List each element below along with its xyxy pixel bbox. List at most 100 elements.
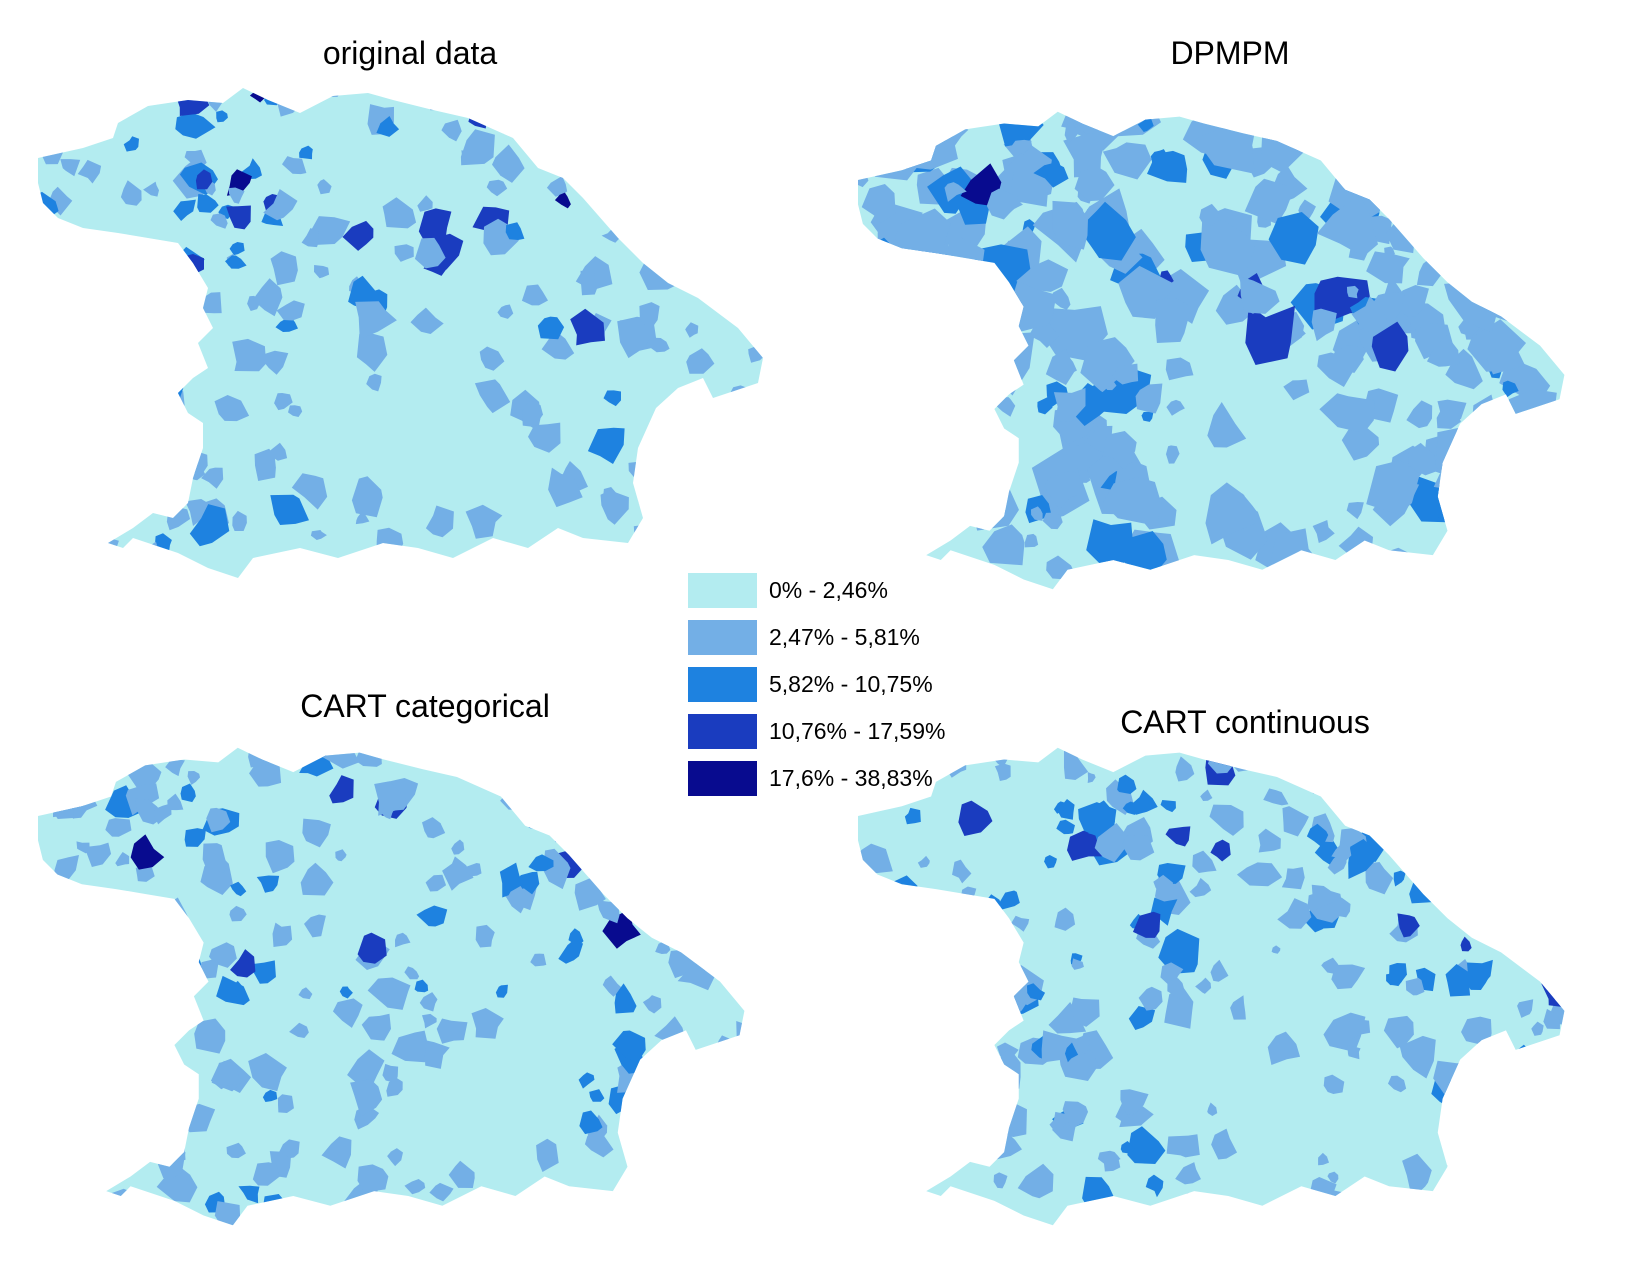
district-patch [1155, 297, 1192, 344]
district-patch [52, 505, 89, 542]
district-patch [277, 1094, 294, 1113]
district-patch [1026, 983, 1046, 1001]
district-patch [1499, 885, 1516, 902]
district-patch [1030, 506, 1043, 521]
district-patch [617, 757, 633, 768]
district-patch [886, 113, 918, 143]
district-patch [587, 830, 608, 842]
district-patch [545, 91, 571, 109]
district-patch [1165, 445, 1180, 464]
district-patch [1516, 898, 1532, 912]
district-patch [888, 134, 912, 158]
district-patch [716, 506, 737, 530]
district-patch [167, 793, 184, 811]
district-patch [78, 776, 101, 795]
district-patch [479, 346, 505, 371]
district-patch [1400, 1190, 1417, 1205]
district-patch [1366, 251, 1410, 284]
district-patch [618, 856, 646, 882]
district-patch [666, 891, 695, 913]
district-patch [1447, 1153, 1463, 1169]
district-patch [1244, 178, 1295, 225]
district-patch [98, 1112, 128, 1145]
legend: 0% - 2,46% 2,47% - 5,81% 5,82% - 10,75% … [688, 567, 945, 802]
district-patch [1120, 1141, 1135, 1154]
district-patch [528, 854, 554, 872]
district-patch [1430, 871, 1460, 910]
district-patch [304, 914, 326, 938]
district-patch [690, 1137, 702, 1150]
district-patch [1344, 121, 1359, 135]
district-patch [1457, 111, 1494, 138]
district-patch [216, 110, 228, 123]
district-patch [442, 856, 474, 891]
district-patch [555, 747, 581, 769]
district-patch [1238, 111, 1263, 132]
district-patch [680, 911, 699, 932]
district-patch [949, 279, 994, 326]
district-patch [1507, 264, 1549, 303]
district-patch [1452, 494, 1505, 543]
district-patch [1518, 840, 1548, 871]
district-patch [189, 504, 230, 547]
district-patch [1445, 964, 1471, 997]
district-patch [1545, 823, 1559, 838]
district-patch [1428, 125, 1467, 167]
district-patch [536, 1138, 559, 1173]
district-patch [425, 505, 454, 538]
district-patch [578, 1072, 595, 1089]
district-patch [230, 881, 247, 897]
district-patch [993, 1172, 1008, 1189]
district-patch [1521, 211, 1560, 254]
district-patch [1475, 1147, 1512, 1186]
district-patch [1332, 111, 1371, 145]
district-patch [971, 472, 1005, 507]
district-patch [497, 304, 514, 319]
district-patch [72, 759, 108, 799]
district-patch [461, 88, 486, 110]
district-patch [73, 941, 102, 985]
district-patch [1071, 958, 1084, 970]
district-patch [621, 755, 653, 788]
district-patch [194, 1018, 226, 1054]
district-patch [1456, 1123, 1487, 1154]
district-patch [528, 1191, 570, 1217]
district-patch [1497, 764, 1512, 784]
district-patch [1044, 471, 1086, 511]
district-patch [1331, 842, 1352, 862]
district-patch [976, 357, 1006, 387]
district-patch [928, 899, 950, 932]
district-patch [1445, 443, 1495, 479]
district-patch [951, 1101, 978, 1127]
district-patch [690, 88, 716, 106]
district-patch [703, 1049, 731, 1075]
district-patch [645, 136, 659, 148]
district-patch [1158, 928, 1200, 974]
district-patch [83, 274, 100, 293]
district-patch [958, 800, 993, 836]
district-patch [1052, 200, 1089, 250]
district-patch [45, 1147, 54, 1158]
district-patch [757, 533, 763, 555]
district-patch [570, 308, 605, 346]
district-patch [277, 88, 307, 117]
district-patch [999, 890, 1020, 910]
district-patch [1429, 241, 1444, 258]
district-patch [1042, 512, 1063, 530]
district-patch [736, 1021, 745, 1061]
district-patch [53, 446, 76, 474]
district-patch [43, 548, 61, 566]
district-patch [580, 787, 597, 804]
district-patch [270, 494, 309, 525]
district-patch [521, 284, 548, 306]
district-patch [902, 489, 934, 521]
district-patch [1207, 401, 1247, 448]
district-patch [658, 444, 687, 466]
district-patch [865, 891, 878, 904]
legend-swatch [688, 620, 757, 655]
legend-swatch [688, 714, 757, 749]
district-patch [918, 976, 939, 1005]
district-patch [92, 1154, 110, 1179]
district-patch [750, 90, 763, 108]
district-patch [522, 789, 558, 833]
